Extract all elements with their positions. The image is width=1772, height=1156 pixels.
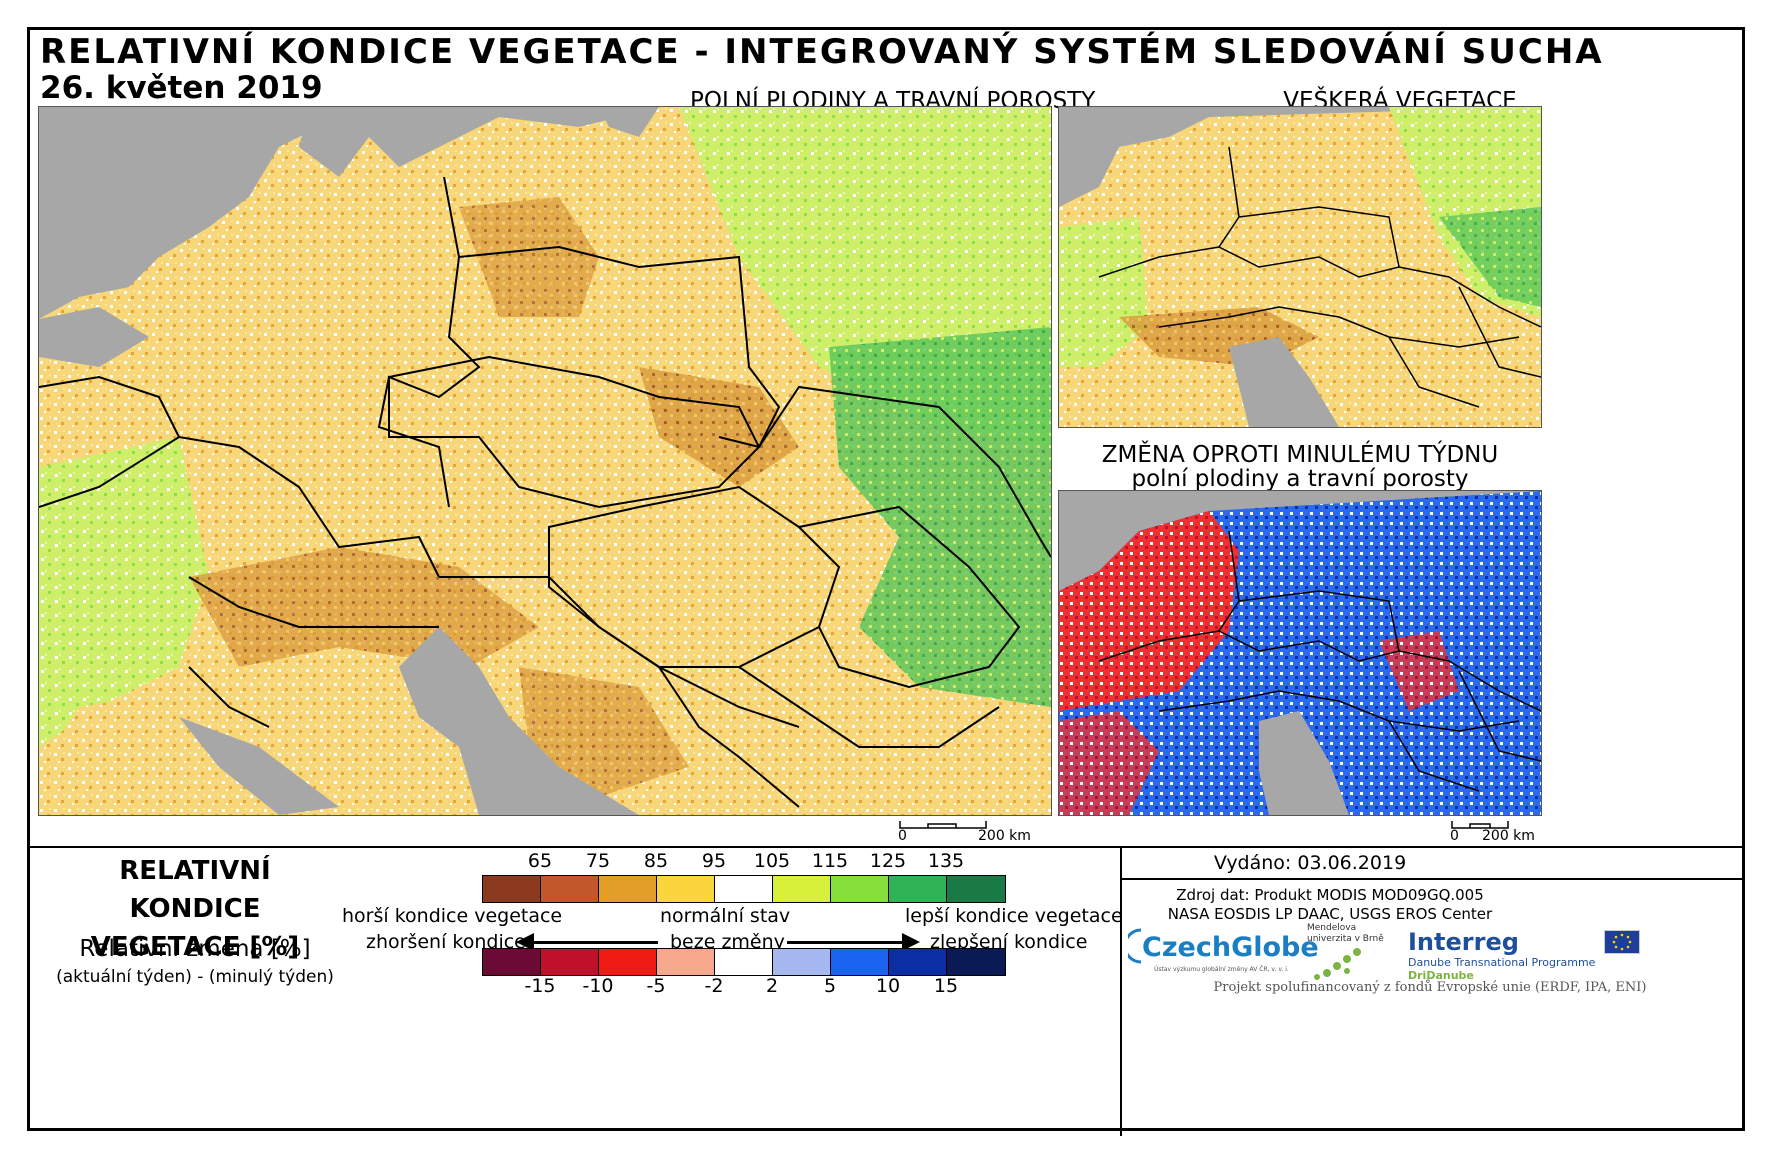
change-swatch <box>831 949 889 975</box>
issued-divider <box>1120 878 1742 880</box>
right-arrow-head <box>902 933 920 951</box>
change-tick-label: 15 <box>933 975 959 997</box>
mendel-university-text: Mendelova univerzita v Brně <box>1307 923 1384 944</box>
eu-flag-icon <box>1604 930 1640 954</box>
main-condition-map <box>38 106 1052 816</box>
condition-swatch <box>483 876 541 902</box>
small-scalebar-distance: 200 km <box>1482 828 1535 844</box>
change-map-title-line2: polní plodiny a travní porosty <box>1131 466 1469 492</box>
map-frame: RELATIVNÍ KONDICE VEGETACE - INTEGROVANÝ… <box>27 27 1745 1136</box>
change-swatch <box>483 949 541 975</box>
condition-tick-label: 75 <box>585 850 611 872</box>
condition-tick-label: 105 <box>753 850 791 872</box>
change-swatch <box>889 949 947 975</box>
change-swatch <box>657 949 715 975</box>
issued-date: Vydáno: 03.06.2019 <box>1213 852 1407 874</box>
mendel-dots-icon <box>1314 948 1361 980</box>
left-arrow-head <box>516 933 534 951</box>
small-scalebar-zero: 0 <box>1450 828 1459 844</box>
change-tick-label: 2 <box>765 975 779 997</box>
left-arrow <box>528 941 658 944</box>
legend-title-line2: VEGETACE [%] <box>90 932 300 962</box>
change-swatch <box>541 949 599 975</box>
small-scalebar: 0 200 km <box>1450 820 1550 848</box>
change-tick-label: 10 <box>875 975 901 997</box>
legend-title: RELATIVNÍ KONDICE VEGETACE [%] <box>50 852 340 966</box>
condition-tick-label: 95 <box>701 850 727 872</box>
change-tick-label: -2 <box>704 975 724 997</box>
main-scalebar-zero: 0 <box>898 828 907 844</box>
change-tick-label: -5 <box>646 975 666 997</box>
data-source-line2: NASA EOSDIS LP DAAC, USGS EROS Center <box>1167 905 1493 923</box>
legend-info-divider <box>1120 846 1122 1136</box>
condition-swatch <box>599 876 657 902</box>
condition-swatch <box>773 876 831 902</box>
main-scalebar: 0 200 km <box>898 820 1031 848</box>
change-swatch <box>715 949 773 975</box>
czechglobe-logo-subtitle: Ústav výzkumu globální změny AV ČR, v. v… <box>1154 966 1289 973</box>
change-map <box>1058 490 1542 816</box>
mendel-university-logo: Mendelova univerzita v Brně <box>1307 923 1397 985</box>
change-map-title: ZMĚNA OPROTI MINULÉMU TÝDNU polní plodin… <box>1090 443 1510 491</box>
condition-tick-label: 135 <box>927 850 965 872</box>
condition-color-scale <box>482 875 1006 903</box>
condition-swatch <box>657 876 715 902</box>
change-legend-formula: (aktuální týden) - (minulý týden) <box>56 967 334 987</box>
condition-tick-label: 65 <box>527 850 553 872</box>
condition-tick-label: 125 <box>869 850 907 872</box>
czechglobe-logo: CzechGlobe <box>1128 928 1319 964</box>
change-legend-label: Relativní změna [%] <box>79 936 311 962</box>
change-swatch <box>773 949 831 975</box>
change-map-title-line1: ZMĚNA OPROTI MINULÉMU TÝDNU <box>1101 442 1499 468</box>
change-tick-label: -10 <box>582 975 614 997</box>
eu-funding-note: Projekt spolufinancovaný z fondů Evropsk… <box>1213 980 1647 995</box>
data-source-line1: Zdroj dat: Produkt MODIS MOD09GQ.005 <box>1176 886 1484 904</box>
worse-condition-label: horší kondice vegetace <box>342 905 563 927</box>
condition-swatch <box>947 876 1005 902</box>
dridanube-label: DriDanube <box>1408 969 1474 982</box>
map-date: 26. květen 2019 <box>40 70 323 106</box>
deterioration-label: zhoršení kondice <box>366 931 526 953</box>
change-swatch <box>599 949 657 975</box>
better-condition-label: lepší kondice vegetace <box>905 905 1123 927</box>
legend-divider <box>30 846 1742 848</box>
condition-swatch <box>889 876 947 902</box>
legend-title-line1: RELATIVNÍ KONDICE <box>119 856 271 924</box>
normal-state-label: normální stav <box>660 905 791 927</box>
no-change-label: beze změny <box>670 931 785 953</box>
condition-swatch <box>831 876 889 902</box>
condition-swatch <box>541 876 599 902</box>
change-swatch <box>947 949 1005 975</box>
change-color-scale <box>482 948 1006 976</box>
change-tick-label: -15 <box>524 975 556 997</box>
page-title: RELATIVNÍ KONDICE VEGETACE - INTEGROVANÝ… <box>40 32 1604 72</box>
right-arrow <box>787 941 907 944</box>
czechglobe-logo-text: CzechGlobe <box>1142 932 1319 963</box>
change-tick-label: 5 <box>823 975 837 997</box>
all-vegetation-map <box>1058 106 1542 428</box>
condition-swatch <box>715 876 773 902</box>
main-scalebar-distance: 200 km <box>978 828 1031 844</box>
condition-tick-label: 115 <box>811 850 849 872</box>
interreg-programme: Danube Transnational Programme <box>1408 956 1596 969</box>
condition-tick-label: 85 <box>643 850 669 872</box>
interreg-logo: Interreg <box>1408 928 1519 956</box>
improvement-label: zlepšení kondice <box>930 931 1088 953</box>
data-source: Zdroj dat: Produkt MODIS MOD09GQ.005 NAS… <box>1130 886 1530 924</box>
